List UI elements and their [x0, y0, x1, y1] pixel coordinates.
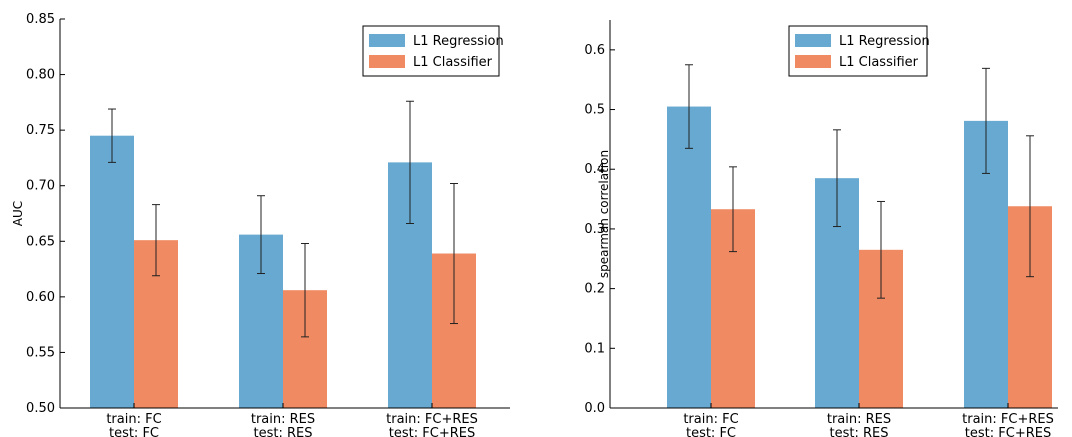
x-tick-label: train: FC: [683, 412, 738, 427]
y-tick-label: 0.0: [584, 401, 605, 416]
x-tick-label: test: FC+RES: [389, 426, 475, 437]
y-tick-label: 0.75: [26, 123, 55, 138]
x-tick-label: train: FC+RES: [386, 412, 478, 427]
legend-swatch: [795, 34, 831, 47]
bar: [667, 106, 711, 409]
x-tick-label: train: RES: [251, 412, 315, 427]
y-tick-label: 0.60: [26, 290, 55, 305]
y-tick-label: 0.4: [584, 162, 605, 177]
y-tick-label: 0.85: [26, 12, 55, 27]
legend-label: L1 Regression: [839, 34, 930, 49]
x-tick-label: train: FC: [106, 412, 161, 427]
y-axis-label: AUC: [11, 201, 25, 226]
y-tick-label: 0.80: [26, 68, 55, 83]
x-tick-label: test: RES: [254, 426, 313, 437]
x-tick-label: train: FC+RES: [962, 412, 1054, 427]
x-tick-label: train: RES: [827, 412, 891, 427]
y-tick-label: 0.70: [26, 179, 55, 194]
y-tick-label: 0.65: [26, 234, 55, 249]
x-tick-label: test: RES: [830, 426, 889, 437]
legend-swatch: [369, 34, 405, 47]
y-axis-label: spearman correlation: [597, 150, 611, 278]
legend-label: L1 Classifier: [413, 55, 493, 70]
legend-swatch: [795, 55, 831, 68]
legend-label: L1 Regression: [413, 34, 504, 49]
auc-chart: 0.50 0.55 0.60 0.65 0.70 0.75 0.80 0.85 train: F…: [11, 12, 510, 437]
x-tick-label: test: FC+RES: [965, 426, 1051, 437]
y-tick-label: 0.55: [26, 345, 55, 360]
y-tick-label: 0.6: [584, 43, 605, 58]
y-tick-label: 0.2: [584, 282, 605, 297]
legend-swatch: [369, 55, 405, 68]
y-tick-label: 0.5: [584, 103, 605, 118]
legend-label: L1 Classifier: [839, 55, 919, 70]
y-tick-label: 0.1: [584, 341, 605, 356]
bar: [90, 135, 134, 408]
x-tick-label: test: FC: [686, 426, 736, 437]
y-tick-label: 0.3: [584, 222, 605, 237]
y-tick-label: 0.50: [26, 401, 55, 416]
x-tick-label: test: FC: [109, 426, 159, 437]
